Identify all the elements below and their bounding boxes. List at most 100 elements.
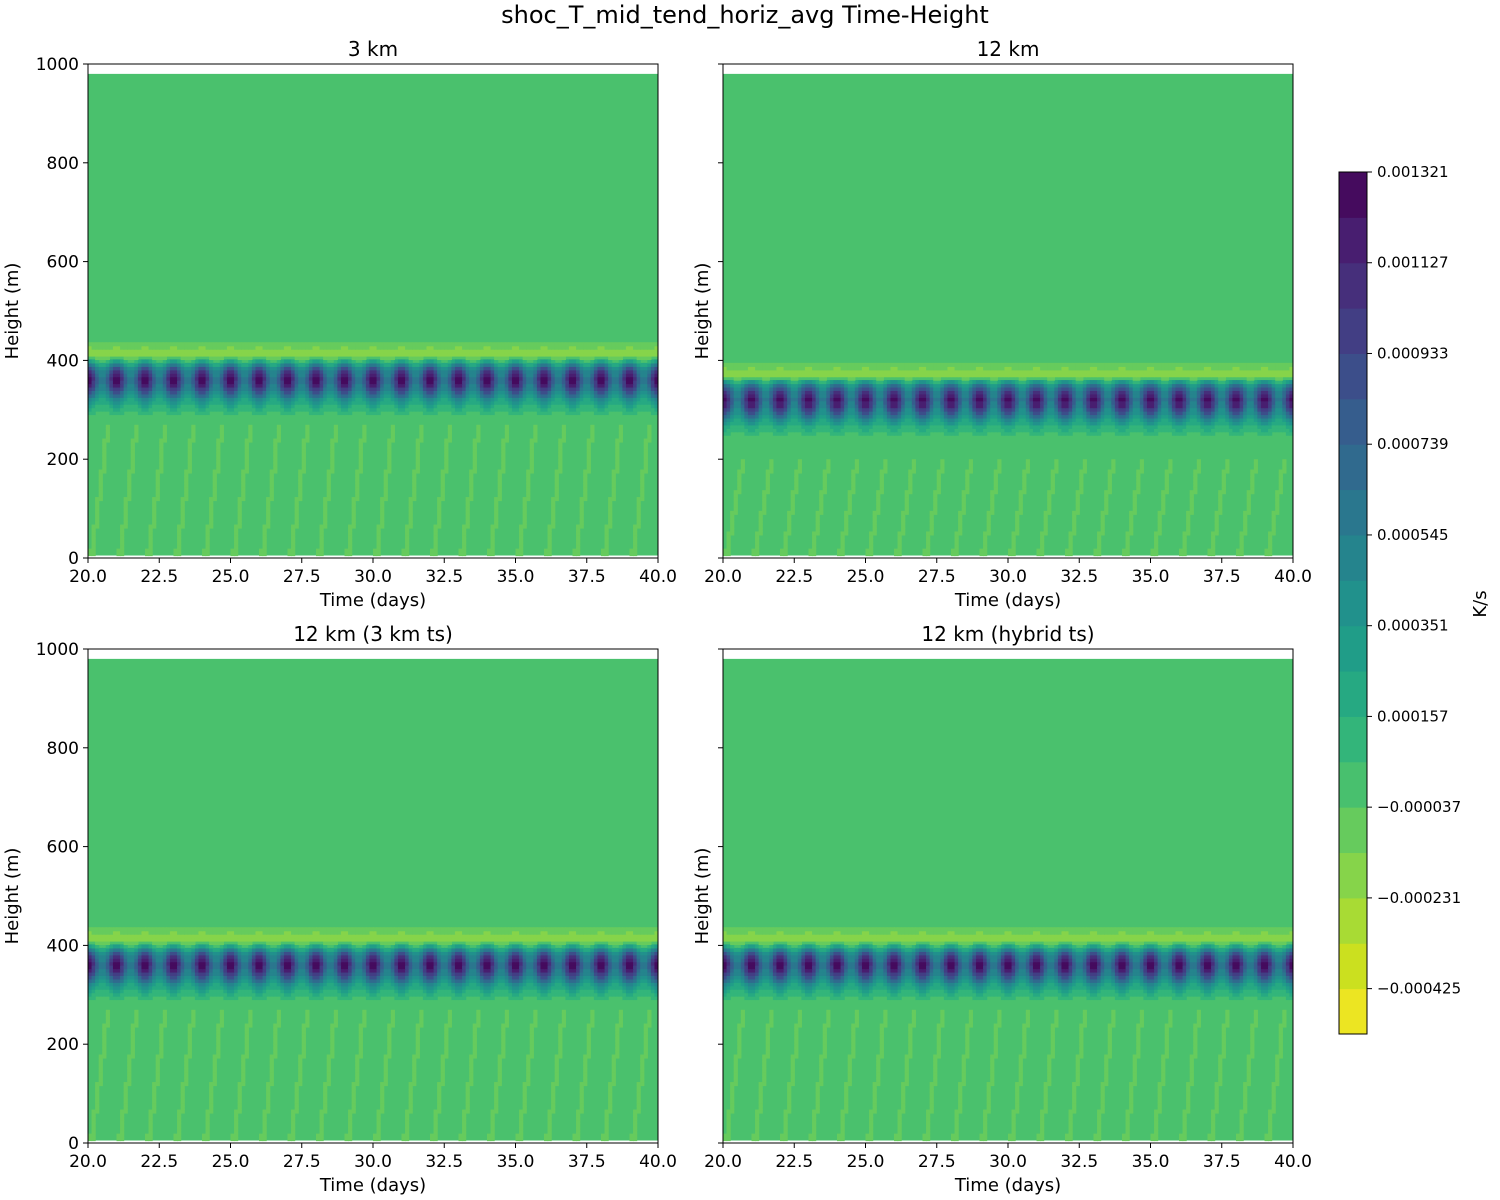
contour-cell xyxy=(362,435,367,440)
contour-cell xyxy=(904,493,909,498)
contour-cell xyxy=(202,386,207,391)
contour-cell xyxy=(244,355,249,361)
contour-cell xyxy=(551,407,556,412)
contour-cell xyxy=(547,541,552,546)
contour-cell xyxy=(152,514,157,519)
contour-cell xyxy=(1168,462,1173,467)
contour-cell xyxy=(333,428,338,433)
contour-cell xyxy=(422,369,428,374)
contour-cell xyxy=(526,479,531,484)
contour-cell xyxy=(209,521,214,526)
field-base xyxy=(88,73,658,556)
contour-cell xyxy=(305,373,310,378)
contour-cell xyxy=(458,390,463,395)
contour-cell xyxy=(622,383,627,388)
contour-cell xyxy=(954,541,959,546)
contour-cell xyxy=(522,373,527,378)
contour-cell xyxy=(123,404,128,409)
contour-cell xyxy=(529,393,534,398)
contour-cell xyxy=(954,531,959,536)
contour-cell xyxy=(387,438,392,443)
contour-cell xyxy=(134,359,139,364)
contour-cell xyxy=(291,407,296,412)
contour-cell xyxy=(312,393,317,398)
contour-cell xyxy=(572,342,577,347)
contour-cell xyxy=(120,386,125,391)
contour-cell xyxy=(123,362,128,367)
contour-cell xyxy=(109,380,114,385)
contour-cell xyxy=(476,359,481,364)
contour-cell xyxy=(640,486,645,491)
contour-cell xyxy=(579,497,584,502)
contour-cell xyxy=(447,376,452,381)
contour-cell xyxy=(647,345,652,350)
contour-cell xyxy=(237,342,242,347)
contour-cell xyxy=(1239,534,1244,539)
contour-cell xyxy=(794,476,799,481)
contour-cell xyxy=(483,349,488,354)
contour-cell xyxy=(625,390,631,395)
contour-cell xyxy=(148,397,153,402)
contour-cell xyxy=(1243,521,1248,526)
contour-cell xyxy=(462,349,467,354)
contour-cell xyxy=(469,390,474,395)
contour-cell xyxy=(394,369,399,374)
contour-cell xyxy=(529,400,534,405)
contour-cell xyxy=(280,376,285,381)
contour-cell xyxy=(494,390,499,395)
contour-cell xyxy=(401,411,406,416)
contour-cell xyxy=(1271,531,1276,536)
contour-cell xyxy=(383,493,388,498)
contour-cell xyxy=(387,342,392,347)
contour-cell xyxy=(187,383,192,388)
contour-cell xyxy=(294,393,299,398)
contour-cell xyxy=(458,552,463,557)
contour-cell xyxy=(783,431,788,436)
contour-cell xyxy=(1268,431,1273,436)
contour-cell xyxy=(95,507,100,512)
contour-cell xyxy=(358,362,363,367)
contour-cell xyxy=(615,393,620,398)
contour-cell xyxy=(586,366,591,371)
contour-cell xyxy=(255,345,260,350)
contour-cell xyxy=(479,376,485,381)
contour-cell xyxy=(116,376,121,381)
contour-cell xyxy=(462,376,467,381)
contour-cell xyxy=(508,393,513,398)
contour-cell xyxy=(184,400,189,405)
contour-cell xyxy=(993,469,998,474)
contour-cell xyxy=(373,380,378,385)
contour-cell xyxy=(326,493,331,498)
contour-cell xyxy=(1132,503,1137,508)
contour-cell xyxy=(112,380,118,385)
contour-cell xyxy=(348,349,353,354)
contour-cell xyxy=(244,407,249,412)
contour-cell xyxy=(401,407,406,412)
contour-cell xyxy=(283,411,289,416)
contour-cell xyxy=(234,359,239,364)
contour-cell xyxy=(244,462,249,467)
contour-cell xyxy=(650,345,656,350)
contour-cell xyxy=(294,355,299,361)
contour-cell xyxy=(134,397,139,402)
contour-cell xyxy=(615,462,620,467)
contour-cell xyxy=(469,497,474,502)
contour-cell xyxy=(608,510,613,515)
contour-cell xyxy=(98,349,103,354)
contour-cell xyxy=(415,393,420,398)
contour-cell xyxy=(583,352,588,357)
contour-cell xyxy=(565,407,570,412)
contour-cell xyxy=(629,393,634,398)
contour-cell xyxy=(127,493,132,498)
contour-cell xyxy=(1097,538,1102,543)
contour-cell xyxy=(1225,466,1230,471)
contour-cell xyxy=(783,541,788,546)
contour-cell xyxy=(323,386,328,391)
contour-cell xyxy=(373,404,378,409)
contour-cell xyxy=(1040,552,1045,557)
contour-cell xyxy=(790,428,795,433)
contour-cell xyxy=(205,383,210,388)
contour-cell xyxy=(444,376,449,381)
contour-cell xyxy=(166,380,171,385)
contour-cell xyxy=(633,393,638,398)
